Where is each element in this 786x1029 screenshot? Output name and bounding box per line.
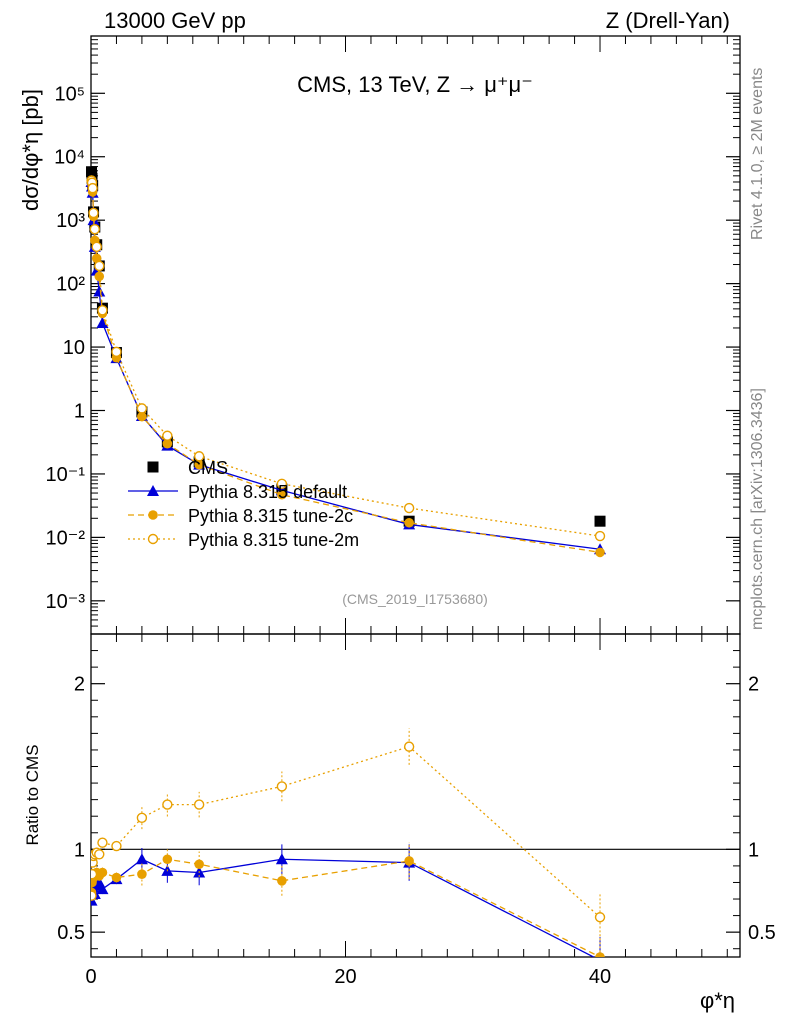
ratio-point — [111, 840, 122, 852]
rivet-label: Rivet 4.1.0, ≥ 2M events — [749, 68, 766, 240]
ratio-series-group — [91, 728, 606, 957]
legend-marker — [147, 461, 159, 473]
series-cms — [86, 166, 606, 527]
series-point — [137, 411, 147, 422]
y-tick-label: 10³ — [56, 210, 85, 232]
ratio-y-tick-label: 0.5 — [57, 922, 85, 944]
x-tick-label: 40 — [589, 966, 611, 988]
x-tick-label: 20 — [334, 966, 356, 988]
series-point — [162, 438, 173, 449]
ratio-point — [96, 883, 109, 895]
ratio-line — [91, 745, 601, 918]
legend-marker — [147, 485, 159, 496]
axis-ticks: 10⁻³ 10⁻² 10⁻¹ 1 10 10² 10³ 10⁴ 10⁵ 0 20 40 0.5 0.5 1 1… — [46, 35, 776, 988]
y-tick-label: 10⁻² — [46, 527, 86, 549]
ratio-point — [97, 867, 108, 878]
series-point — [276, 478, 288, 489]
x-tick-label: 0 — [85, 966, 96, 988]
y-tick-label: 10⁻³ — [46, 591, 86, 613]
ratio-point — [276, 781, 288, 792]
plot-title: CMS, 13 TeV, Z → μ⁺μ⁻ — [297, 72, 533, 97]
series-point — [594, 530, 606, 542]
series-point — [162, 430, 173, 441]
series-point — [91, 241, 102, 253]
series-point — [94, 271, 105, 282]
analysis-id: (CMS_2019_I1753680) — [342, 591, 488, 607]
ratio-panel-frame — [90, 633, 741, 958]
ratio-point — [404, 856, 414, 866]
ratio-series-pythia-8-315-tune-2m — [91, 728, 606, 941]
ratio-point — [162, 854, 173, 865]
ratio-y-tick-label: 2 — [74, 674, 85, 696]
series-point — [404, 517, 414, 528]
series-point — [111, 346, 122, 358]
legend-label: Pythia 8.315 tune-2m — [188, 530, 359, 550]
ratio-y-tick-label-right: 1 — [748, 839, 759, 861]
series-point — [89, 224, 101, 235]
series-point — [88, 207, 99, 219]
series-point — [96, 316, 109, 328]
ratio-y-tick-label-right: 0.5 — [748, 922, 776, 944]
y-tick-label: 10² — [56, 274, 85, 296]
series-point — [403, 502, 415, 514]
ratio-point — [91, 868, 98, 880]
y-axis-label: dσ/dφ*η [pb] — [18, 89, 43, 211]
ratio-y-tick-label-right: 2 — [748, 674, 759, 696]
ratio-point — [136, 812, 148, 824]
ratio-y-tick-label: 1 — [74, 839, 85, 861]
ratio-point — [137, 869, 147, 879]
ratio-point — [111, 872, 122, 883]
cms-data-point — [86, 166, 98, 178]
series-point — [136, 403, 148, 414]
ratio-point — [595, 952, 605, 957]
legend-label: Pythia 8.315 tune-2c — [188, 506, 353, 526]
ratio-point — [277, 876, 287, 886]
mcplots-label: mcplots.cern.ch [arXiv:1306.3436] — [749, 388, 766, 630]
series-point — [194, 459, 204, 470]
series-pythia-8-315-tune-2m — [86, 175, 606, 542]
legend-entry: CMS — [147, 458, 228, 478]
ratio-point — [275, 853, 288, 865]
ratio-series-pythia-8-315-default — [91, 844, 602, 957]
ratio-point — [91, 890, 97, 901]
ratio-point — [193, 799, 205, 810]
series-point — [94, 260, 105, 272]
ratio-point — [162, 799, 173, 810]
series-point — [97, 305, 108, 316]
legend-entry: Pythia 8.315 tune-2c — [128, 506, 353, 526]
legend-label: CMS — [188, 458, 228, 478]
series-point — [595, 547, 605, 558]
legend-marker — [147, 533, 159, 545]
series-point — [87, 182, 98, 194]
series-point — [93, 285, 106, 297]
ratio-y-axis-label: Ratio to CMS — [23, 744, 42, 845]
legend-entry: Pythia 8.315 tune-2m — [128, 530, 359, 550]
y-tick-label: 10⁴ — [54, 147, 85, 169]
main-series-group — [85, 166, 607, 558]
ratio-point — [97, 837, 108, 848]
legend: CMS Pythia 8.315 default Pythia 8.315 tune… — [128, 458, 359, 550]
series-point — [277, 489, 287, 500]
y-tick-label: 10⁻¹ — [46, 464, 86, 486]
legend-entry: Pythia 8.315 default — [128, 482, 347, 502]
ratio-point — [594, 912, 606, 923]
ratio-point — [135, 853, 148, 865]
header-left: 13000 GeV pp — [104, 8, 246, 33]
y-tick-label: 1 — [74, 401, 85, 423]
y-tick-label: 10 — [63, 337, 85, 359]
header-right: Z (Drell-Yan) — [606, 8, 730, 33]
series-point — [193, 451, 205, 462]
ratio-point — [403, 741, 415, 752]
legend-label: Pythia 8.315 default — [188, 482, 347, 502]
y-tick-label: 10⁵ — [54, 83, 85, 105]
x-axis-label: φ*η — [700, 988, 735, 1013]
legend-marker — [148, 510, 158, 520]
ratio-series-pythia-8-315-tune-2c — [91, 842, 605, 957]
ratio-point — [94, 849, 105, 860]
cms-data-point — [594, 515, 606, 527]
ratio-point — [194, 859, 204, 870]
